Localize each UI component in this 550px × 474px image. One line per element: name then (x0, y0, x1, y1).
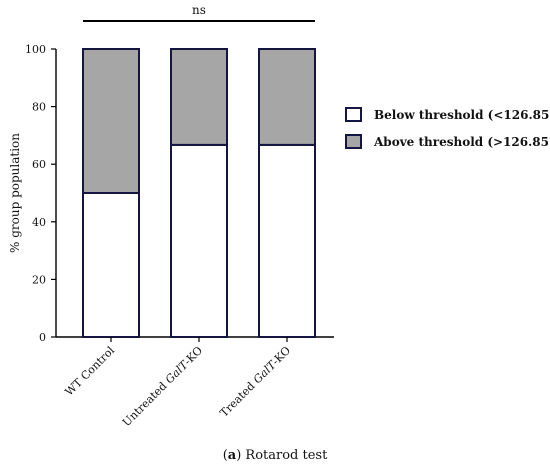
legend-label: Below threshold (<126.85 s) (374, 108, 550, 122)
significance-label: ns (192, 3, 206, 17)
bar-segment-below (82, 192, 140, 338)
y-tick-label: 60 (32, 158, 46, 171)
bar-segment-above (258, 48, 316, 146)
x-category-label: Treated GalT-KO (217, 344, 293, 420)
figure-caption: (a) Rotarod test (222, 448, 328, 463)
bar-segment-above (82, 48, 140, 194)
legend-label: Above threshold (>126.85 s) (373, 135, 550, 149)
caption-letter: a (227, 448, 237, 463)
x-category-label: WT Control (63, 344, 118, 399)
y-tick-label: 100 (25, 43, 46, 56)
y-tick-label: 40 (32, 216, 46, 229)
legend-swatch (345, 134, 362, 149)
bar-segment-above (170, 48, 228, 146)
legend-swatch (345, 107, 362, 122)
caption-text: Rotarod test (241, 448, 328, 463)
bar-segment-below (258, 143, 316, 338)
y-tick-label: 0 (39, 331, 46, 344)
x-category-label: Untreated GalT-KO (120, 344, 205, 429)
y-tick-label: 80 (32, 101, 46, 114)
y-axis-label: % group population (8, 133, 22, 253)
y-tick-label: 20 (32, 273, 46, 286)
bar-segment-below (170, 143, 228, 338)
